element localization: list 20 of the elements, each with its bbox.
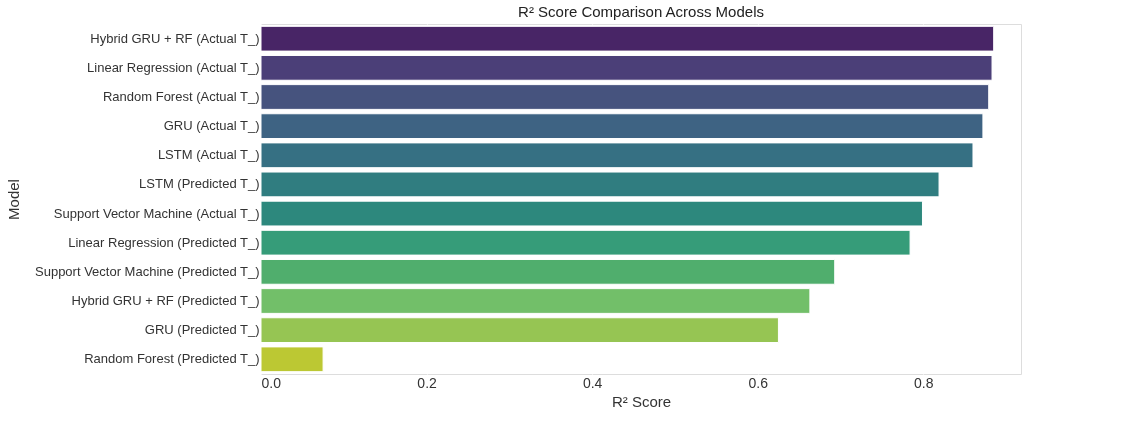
y-axis-title: Model — [4, 179, 22, 220]
x-tick-label: 0.0 — [261, 374, 282, 391]
y-tick-label: GRU (Actual T_) — [163, 118, 260, 134]
chart-title: R² Score Comparison Across Models — [518, 3, 764, 20]
y-tick-label: LSTM (Actual T_) — [157, 147, 260, 163]
y-tick-label: Support Vector Machine (Predicted T_) — [35, 263, 260, 279]
y-tick-label: Linear Regression (Predicted T_) — [68, 234, 260, 250]
y-tick-label: Support Vector Machine (Actual T_) — [53, 205, 260, 221]
y-tick-label: GRU (Predicted T_) — [144, 322, 260, 338]
y-tick-label: Linear Regression (Actual T_) — [87, 59, 260, 75]
x-axis-title: R² Score — [611, 392, 672, 410]
x-tick-label: 0.6 — [748, 374, 769, 391]
y-tick-label: Hybrid GRU + RF (Predicted T_) — [71, 293, 260, 308]
y-tick-label: Random Forest (Actual T_) — [102, 89, 260, 104]
x-tick-label: 0.2 — [417, 374, 438, 391]
y-tick-label: LSTM (Predicted T_) — [139, 176, 260, 192]
y-tick-label: Random Forest (Predicted T_) — [84, 351, 260, 367]
x-tick-label: 0.4 — [582, 374, 603, 391]
y-tick-label: Hybrid GRU + RF (Actual T_) — [90, 30, 260, 46]
x-tick-label: 0.8 — [914, 374, 934, 391]
